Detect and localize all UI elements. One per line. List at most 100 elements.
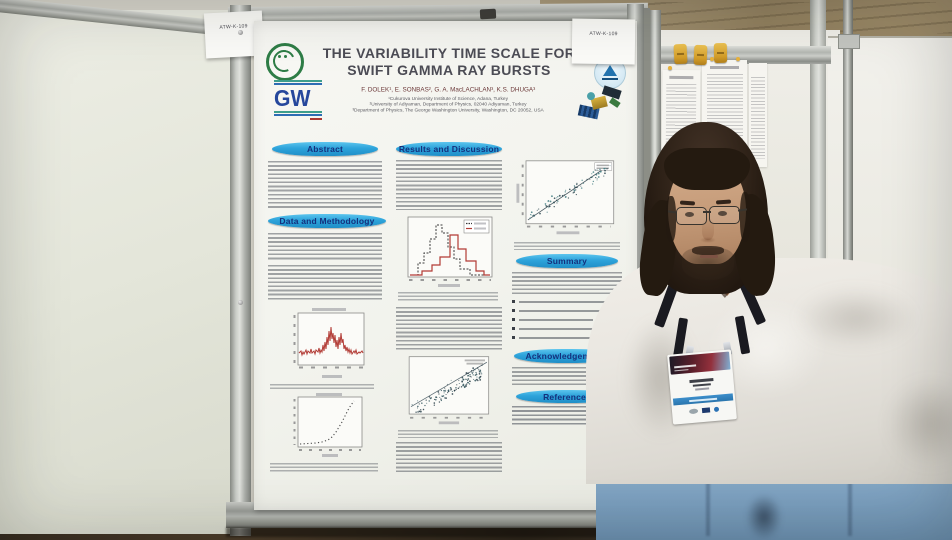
eye [718,211,727,216]
scatter-dot [470,369,473,372]
methodology-text [268,265,382,301]
scatter-dot [420,410,422,413]
scatter-dot [446,383,448,385]
sponsor-logo [688,408,699,415]
scatter-dot [467,375,468,377]
clip-notch [696,53,705,57]
shirt-wrinkle [886,378,952,468]
scatter-dot [438,393,440,395]
fig2-logscale-diagram [293,393,363,457]
scatter-dot [473,378,474,380]
scatter-dot [467,378,470,380]
scatter-dot [557,200,559,202]
pinned-paper [749,63,767,167]
fig-histogram-mvts [407,216,493,287]
scatter-dot [469,373,471,376]
cukurova-university-logo [266,43,304,81]
fig1-caption [270,384,374,391]
scatter-dot [437,391,440,393]
scatter-dot [561,194,564,197]
scatter-dot [576,182,578,184]
section-header-summary: Summary [516,254,618,268]
scatter-dot [564,191,566,193]
scatter-dot [476,367,479,369]
gw-logo-text: GW [274,85,311,111]
scatter-dot [472,367,475,370]
scatter-dot [597,172,600,175]
scatter-dot [545,205,548,208]
poster-authors: F. DOLEK¹, E. SONBAS², G. A. MacLACHLAN³… [361,86,536,93]
rail-shadow [226,527,656,537]
scatter-dot [480,371,482,373]
scatter-dot [474,374,477,376]
scatter-dot [471,372,473,375]
scatter-dot [479,378,482,381]
badge-stripe-text [689,397,718,402]
scatter-dot [468,383,471,385]
logo-dot [284,55,287,58]
yellow-clip [693,44,708,66]
scatter-dot [461,376,463,378]
man-tshirt [586,258,952,484]
methodology-text [268,233,382,261]
scatter-dot [451,390,453,392]
poster-title-line1: THE VARIABILITY TIME SCALE FOR [322,45,576,61]
summary-bullet [512,318,593,321]
mouth [700,255,718,258]
scatter-dot [575,189,577,191]
yellow-clip [713,42,728,64]
scatter-dot [564,196,567,198]
scatter-dot [573,188,575,190]
badge-artwork-text [674,364,697,369]
scatter-dot [603,167,606,170]
scatter-dot [553,205,555,208]
results-text [396,160,502,210]
scatter-dot [417,405,419,408]
session-card-right: ATW-K-109 [571,18,636,65]
scatter-dot [445,389,447,391]
scatter-dot [440,389,442,392]
summary-bullet [512,309,621,312]
bullet-icon [512,327,515,330]
scatter-dot [450,379,452,381]
bullet-icon [512,300,515,303]
section-header-results: Results and Discussion [396,142,502,156]
scatter-dot [592,183,594,185]
summary-bullet [512,300,611,303]
scatter-dot [599,170,602,173]
scatter-dot [459,386,461,388]
triangle-icon [603,65,617,76]
scatter-dot [558,194,561,197]
scatter-dot [592,171,595,173]
session-card-label: ATW-K-109 [589,30,618,37]
scatter-dot [425,399,427,401]
scatter-dot [530,213,532,216]
scatter-dot [609,165,611,167]
scatter-dot [596,179,598,181]
scatter-dot [417,411,419,413]
scatter-dot [462,378,465,381]
histogram-caption [398,292,498,303]
scatter-dot [595,176,597,179]
scatter-dot [573,185,576,187]
scatter-dot [458,380,460,382]
scatter-dot [548,207,550,209]
scatter-dot [472,374,474,376]
scatter-dot [547,199,550,202]
scatter-dot [416,407,418,409]
scatter-dot [467,372,469,374]
scatter-dot [599,168,601,171]
cukurova-logo-face [269,46,299,76]
scatter-dot [464,385,466,388]
logo-dot [278,55,281,58]
sponsor-logo [701,407,711,414]
scatter-dot [429,397,432,400]
glasses-left-lens [676,207,707,225]
badge-artwork-text [674,368,689,372]
scatter-dot [595,173,598,176]
scatter-dot [596,178,598,180]
scatter-dot [589,179,591,181]
scatter-dot [580,187,583,189]
scatter-dot [438,401,441,403]
